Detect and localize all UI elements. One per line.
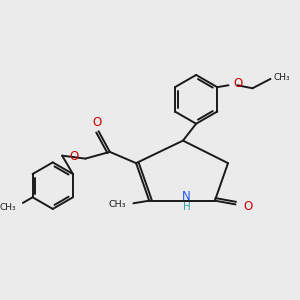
Text: O: O bbox=[69, 150, 79, 163]
Text: CH₃: CH₃ bbox=[274, 73, 290, 82]
Text: O: O bbox=[244, 200, 253, 213]
Text: O: O bbox=[233, 77, 243, 90]
Text: N: N bbox=[182, 190, 191, 203]
Text: H: H bbox=[183, 202, 190, 212]
Text: CH₃: CH₃ bbox=[0, 203, 16, 212]
Text: O: O bbox=[92, 116, 101, 130]
Text: CH₃: CH₃ bbox=[108, 200, 126, 209]
